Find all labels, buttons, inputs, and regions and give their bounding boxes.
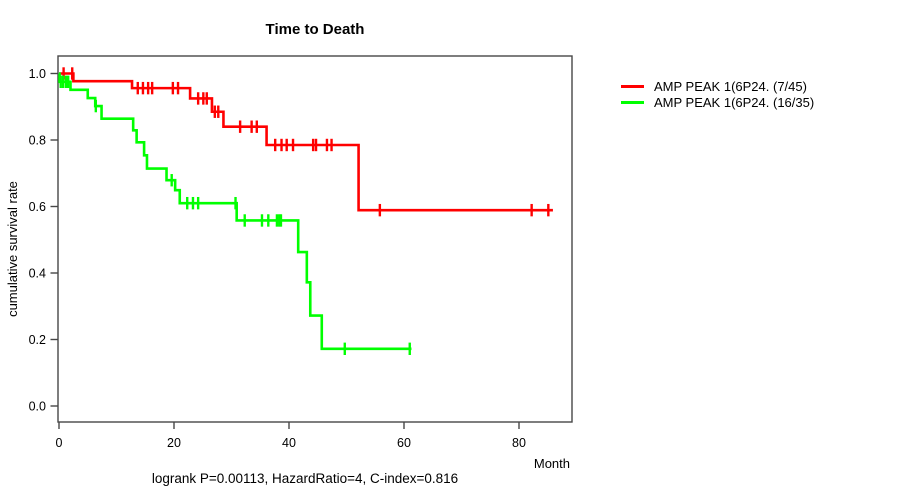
legend-label: AMP PEAK 1(6P24. (7/45) — [654, 78, 807, 94]
y-tick-label: 0.6 — [29, 200, 46, 214]
plot-box — [57, 55, 573, 423]
y-axis: 1.0 0.8 0.6 0.4 0.2 0.0 — [29, 67, 58, 413]
legend-item-red: AMP PEAK 1(6P24. (7/45) — [621, 78, 814, 95]
x-tick-label: 20 — [167, 436, 181, 450]
x-tick-label: 60 — [397, 436, 411, 450]
y-axis-label: cumulative survival rate — [5, 181, 20, 317]
legend-label: AMP PEAK 1(6P24. (16/35) — [654, 95, 815, 111]
survival-step-path — [59, 72, 553, 212]
y-tick-label: 1.0 — [29, 67, 46, 81]
plot-title: Time to Death — [265, 21, 365, 38]
legend: AMP PEAK 1(6P24. (7/45) AMP PEAK 1(6P24. … — [621, 78, 814, 111]
legend-line-green — [621, 101, 644, 105]
survival-step-path — [58, 72, 412, 351]
y-tick-label: 0.4 — [29, 266, 46, 280]
y-tick-label: 0.8 — [29, 133, 46, 147]
legend-line-red — [621, 84, 644, 88]
stats-caption: logrank P=0.00113, HazardRatio=4, C-inde… — [151, 471, 459, 486]
y-tick-label: 0.0 — [29, 399, 46, 413]
x-tick-label: 80 — [512, 436, 526, 450]
x-axis-label: Month — [533, 456, 570, 471]
x-tick-label: 40 — [282, 436, 296, 450]
y-tick-label: 0.2 — [29, 333, 46, 347]
survival-curve-green — [58, 72, 412, 356]
x-tick-label: 0 — [56, 436, 63, 450]
legend-item-green: AMP PEAK 1(6P24. (16/35) — [621, 95, 814, 112]
x-axis: 0 20 40 60 80 — [56, 422, 526, 450]
survival-curve-red — [59, 67, 553, 217]
